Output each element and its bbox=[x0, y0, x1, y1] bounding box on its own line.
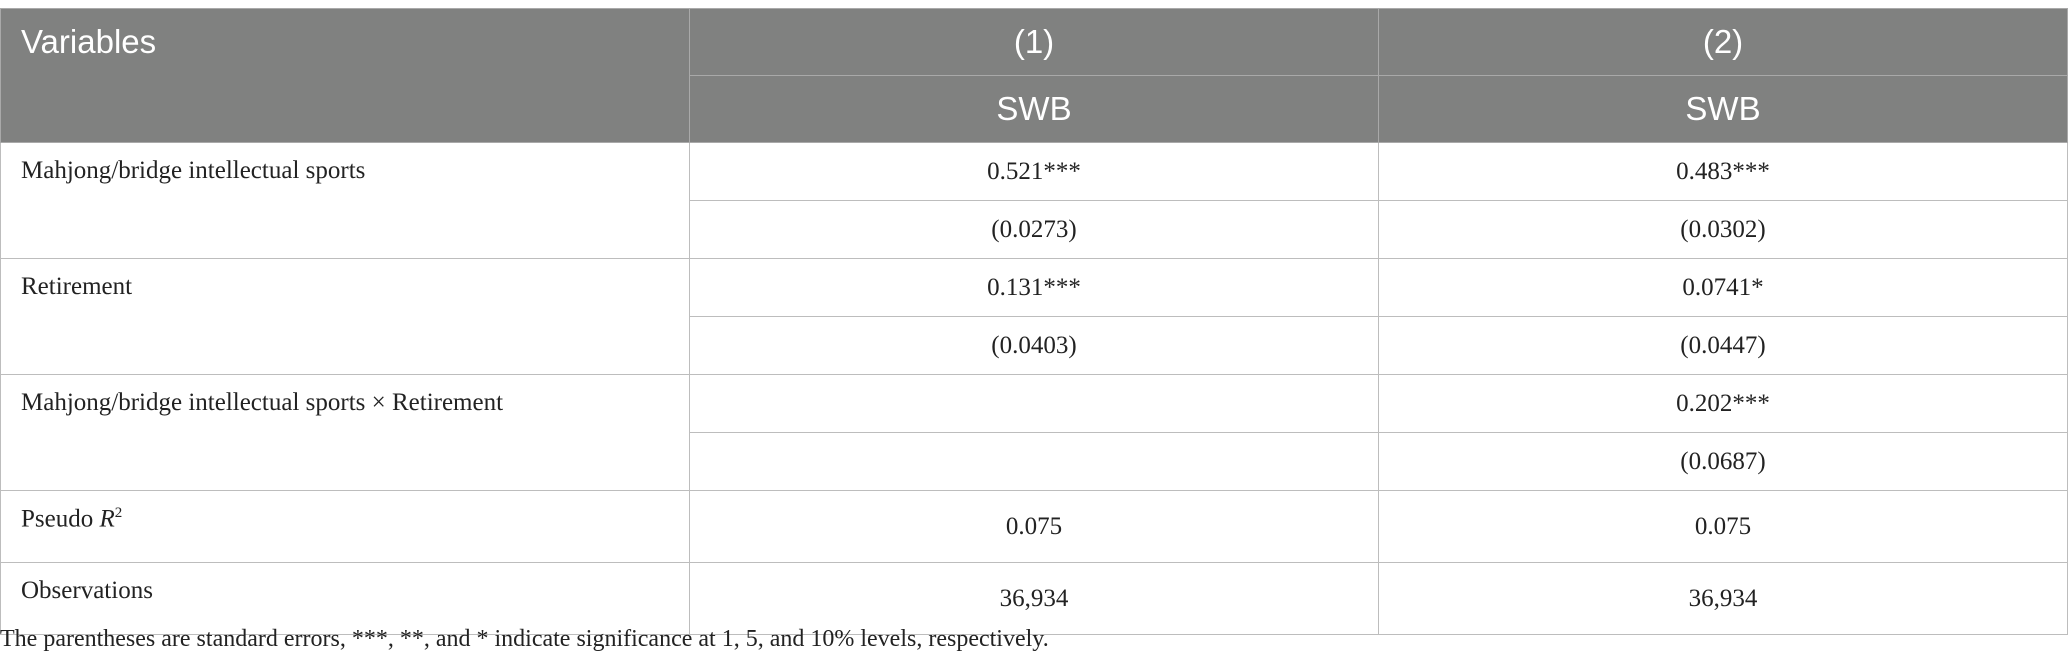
header-col1-dv: SWB bbox=[689, 75, 1379, 143]
cell-interaction-c1-coef bbox=[689, 374, 1379, 433]
row-label-observations: Observations bbox=[0, 562, 690, 635]
regression-table-container: Variables (1) (2) SWB SWB Mahjong/bridge… bbox=[0, 8, 2068, 635]
header-row-dv: SWB SWB bbox=[1, 75, 2068, 143]
cell-mahjong-c1-se: (0.0273) bbox=[689, 200, 1379, 259]
table-row: Mahjong/bridge intellectual sports × Ret… bbox=[0, 374, 2068, 491]
table-body: Mahjong/bridge intellectual sports 0.521… bbox=[0, 142, 2068, 635]
row-label-pseudo-r2: Pseudo R2 bbox=[0, 490, 690, 563]
table-row: Mahjong/bridge intellectual sports 0.521… bbox=[0, 142, 2068, 259]
cell-pseudo-r2-c2: 0.075 bbox=[1378, 490, 2068, 563]
table-row: Observations 36,934 36,934 bbox=[0, 562, 2068, 635]
row-label-retirement: Retirement bbox=[0, 258, 690, 375]
table-row: Pseudo R2 0.075 0.075 bbox=[0, 490, 2068, 563]
regression-table: Variables (1) (2) SWB SWB Mahjong/bridge… bbox=[0, 8, 2068, 635]
cell-retirement-c2-coef: 0.0741* bbox=[1378, 258, 2068, 317]
cell-retirement-c1-se: (0.0403) bbox=[689, 316, 1379, 375]
pseudo-r2-prefix: Pseudo bbox=[21, 505, 100, 533]
table-row: (0.0687) bbox=[1, 432, 2068, 491]
header-variables: Variables bbox=[0, 8, 690, 143]
row-label-interaction: Mahjong/bridge intellectual sports × Ret… bbox=[0, 374, 690, 491]
pseudo-r2-variable: R bbox=[99, 505, 115, 533]
cell-pseudo-r2-c1: 0.075 bbox=[689, 490, 1379, 563]
pseudo-r2-superscript: 2 bbox=[114, 505, 123, 521]
header-col2-dv: SWB bbox=[1378, 75, 2068, 143]
cell-observations-c2: 36,934 bbox=[1378, 562, 2068, 635]
cell-mahjong-c2-coef: 0.483*** bbox=[1378, 142, 2068, 201]
cell-mahjong-c2-se: (0.0302) bbox=[1378, 200, 2068, 259]
table-footnote: The parentheses are standard errors, ***… bbox=[0, 626, 1049, 652]
cell-retirement-c1-coef: 0.131*** bbox=[689, 258, 1379, 317]
table-row: Retirement 0.131*** 0.0741* bbox=[0, 258, 2068, 375]
header-row-numbers: Variables (1) (2) bbox=[0, 8, 2068, 143]
cell-observations-c1: 36,934 bbox=[689, 562, 1379, 635]
cell-interaction-c2-se: (0.0687) bbox=[1378, 432, 2068, 491]
table-row: (0.0403) (0.0447) bbox=[1, 316, 2068, 375]
cell-mahjong-c1-coef: 0.521*** bbox=[689, 142, 1379, 201]
cell-interaction-c2-coef: 0.202*** bbox=[1378, 374, 2068, 433]
header-col1-number: (1) bbox=[689, 8, 1379, 76]
row-label-mahjong: Mahjong/bridge intellectual sports bbox=[0, 142, 690, 259]
cell-retirement-c2-se: (0.0447) bbox=[1378, 316, 2068, 375]
cell-interaction-c1-se bbox=[689, 432, 1379, 491]
header-col2-number: (2) bbox=[1378, 8, 2068, 76]
table-header: Variables (1) (2) SWB SWB bbox=[0, 8, 2068, 143]
